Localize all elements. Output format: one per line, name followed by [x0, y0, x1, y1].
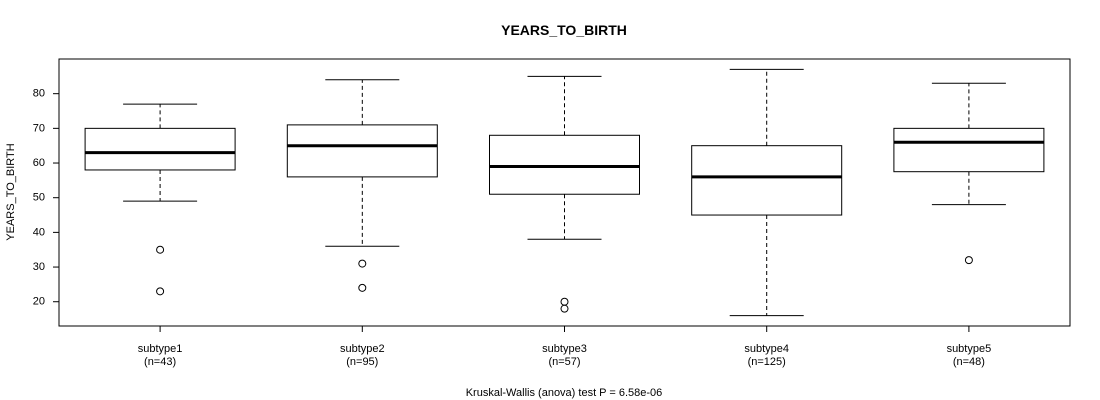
- iqr-box: [489, 134, 640, 195]
- box-group-subtype1: [84, 103, 236, 296]
- outlier-point: [156, 245, 165, 254]
- x-category-label: subtype5: [947, 343, 992, 355]
- y-axis: 20 30 40 50 60 70 80: [33, 88, 59, 308]
- x-category-count: (n=95): [346, 356, 378, 368]
- x-category-count: (n=57): [548, 356, 580, 368]
- y-tick-label: 30: [33, 261, 45, 273]
- x-category-label: subtype4: [744, 343, 789, 355]
- y-axis-label: YEARS_TO_BIRTH: [5, 143, 17, 240]
- box-group-subtype2: [286, 79, 438, 292]
- x-category-label: subtype3: [542, 343, 587, 355]
- iqr-box: [286, 124, 438, 178]
- boxes: [84, 68, 1045, 317]
- iqr-box: [893, 127, 1045, 173]
- x-category-label: subtype2: [340, 343, 385, 355]
- x-axis: subtype1(n=43) subtype2(n=95) subtype3(n=5…: [138, 326, 991, 368]
- x-category-label: subtype1: [138, 343, 183, 355]
- chart-title: YEARS_TO_BIRTH: [501, 22, 627, 38]
- y-tick-label: 40: [33, 226, 45, 238]
- y-tick-label: 60: [33, 157, 45, 169]
- iqr-box: [84, 127, 236, 171]
- x-category-count: (n=125): [748, 356, 786, 368]
- box-group-subtype3: [489, 75, 640, 313]
- outlier-point: [358, 259, 367, 268]
- outlier-point: [964, 256, 973, 265]
- x-category-count: (n=48): [953, 356, 985, 368]
- y-tick-label: 80: [33, 88, 45, 100]
- x-category-count: (n=43): [144, 356, 176, 368]
- iqr-box: [691, 145, 843, 216]
- outlier-point: [560, 304, 569, 313]
- outlier-point: [156, 287, 165, 296]
- y-tick-label: 70: [33, 122, 45, 134]
- x-axis-label: Kruskal-Wallis (anova) test P = 6.58e-06: [466, 387, 663, 399]
- box-group-subtype4: [691, 68, 843, 317]
- y-tick-label: 50: [33, 192, 45, 204]
- box-group-subtype5: [893, 82, 1045, 265]
- outlier-point: [358, 283, 367, 292]
- y-tick-label: 20: [33, 296, 45, 308]
- outlier-point: [560, 297, 569, 306]
